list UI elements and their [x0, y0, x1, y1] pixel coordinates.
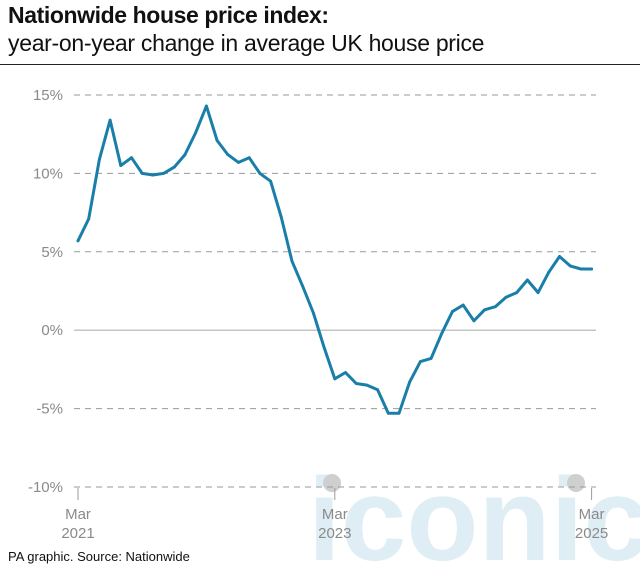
chart-title: Nationwide house price index:	[8, 2, 329, 28]
y-tick-label: 15%	[33, 87, 63, 104]
data-point	[290, 259, 294, 263]
data-point	[483, 308, 486, 312]
x-axis: Mar 2021 Mar 2023 Mar 2025	[61, 488, 608, 542]
data-point	[226, 153, 230, 157]
x-tick-label-month: Mar	[65, 506, 91, 523]
data-point	[279, 215, 283, 219]
data-point	[172, 165, 176, 169]
data-point	[98, 157, 101, 161]
data-point	[526, 278, 529, 282]
data-point	[140, 172, 144, 175]
data-point	[87, 217, 91, 221]
data-point	[333, 377, 337, 381]
y-tick-label: -10%	[28, 479, 63, 496]
data-point	[440, 331, 444, 335]
data-point	[151, 173, 155, 177]
data-point	[429, 357, 433, 360]
chart-subtitle: year-on-year change in average UK house …	[8, 30, 485, 56]
x-tick-label-month: Mar	[579, 506, 605, 523]
data-point	[215, 139, 219, 142]
data-point	[247, 156, 251, 160]
data-point	[408, 380, 412, 384]
watermark-text: iconic	[308, 454, 640, 571]
data-point	[237, 161, 240, 164]
data-point	[568, 264, 572, 268]
data-point	[558, 255, 561, 258]
data-point	[162, 172, 166, 175]
y-tick-label: 0%	[41, 322, 63, 339]
source-note: PA graphic. Source: Nationwide	[8, 549, 190, 564]
data-point	[312, 311, 315, 315]
data-point	[590, 267, 593, 271]
watermark-dot-right	[567, 474, 585, 492]
data-point	[205, 104, 208, 108]
watermark-dot-left	[323, 474, 341, 492]
series-line	[76, 104, 594, 415]
data-point	[493, 305, 497, 309]
data-point	[461, 303, 465, 307]
data-point	[354, 382, 358, 385]
x-tick-label-year: 2021	[61, 525, 94, 542]
data-point	[183, 153, 187, 157]
y-tick-label: 10%	[33, 165, 63, 182]
y-tick-label: 5%	[41, 244, 63, 261]
data-point	[301, 284, 305, 288]
header-divider	[0, 64, 640, 65]
data-point	[536, 291, 540, 294]
data-point	[419, 360, 422, 363]
data-point	[451, 310, 454, 313]
x-tick-label-month: Mar	[322, 506, 348, 523]
grid-layer: 15% 10% 5% 0% -5% -10%	[28, 87, 596, 496]
data-point	[119, 164, 123, 168]
data-point	[344, 371, 347, 374]
x-tick-label-year: 2023	[318, 525, 351, 542]
data-point	[269, 179, 272, 183]
data-point	[258, 172, 262, 175]
data-point	[376, 388, 379, 392]
data-point	[365, 383, 369, 387]
data-point	[76, 239, 80, 243]
data-point	[579, 267, 583, 271]
y-tick-label: -5%	[36, 401, 63, 418]
data-point	[322, 346, 326, 349]
series-layer	[76, 104, 594, 415]
data-point	[504, 295, 508, 299]
data-point	[515, 291, 519, 294]
data-point	[108, 118, 112, 122]
data-point	[547, 270, 551, 274]
data-point	[194, 131, 198, 135]
data-point	[386, 411, 390, 415]
data-point	[130, 156, 133, 160]
data-point	[472, 319, 476, 323]
data-point	[397, 411, 401, 415]
x-tick-label-year: 2025	[575, 525, 608, 542]
